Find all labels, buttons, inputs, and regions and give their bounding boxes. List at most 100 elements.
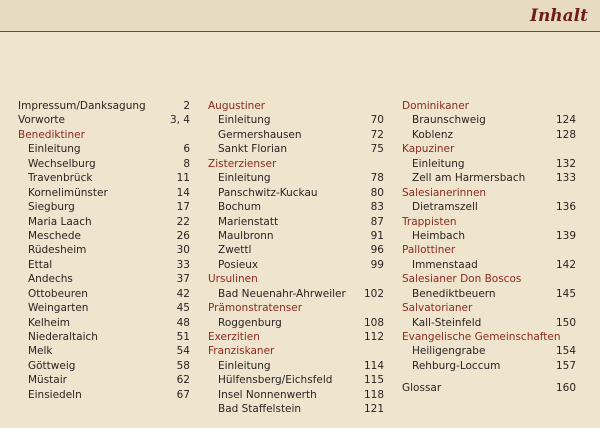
toc-entry: Hülfensberg/Eichsfeld 115 — [208, 373, 384, 387]
toc-column-3: Dominikaner Braunschweig 124 Koblenz 128 Kapu… — [402, 99, 576, 396]
toc-page-number: 150 — [555, 316, 576, 329]
toc-entry-title: Exerzitien — [208, 331, 260, 343]
toc-entry: Ettal 33 — [18, 258, 190, 272]
toc-entry: Zell am Harmersbach 133 — [402, 171, 576, 185]
toc-entry-title: Andechs — [28, 273, 73, 286]
toc-page-number: 33 — [176, 258, 190, 271]
toc-page-number: 142 — [555, 258, 576, 271]
toc-entry-title: Einleitung — [218, 172, 271, 185]
toc-entry: Einleitung 70 — [208, 113, 384, 127]
toc-page-number: 96 — [370, 244, 384, 257]
toc-page-number: 91 — [370, 229, 384, 242]
toc-page-number: 51 — [176, 331, 190, 343]
toc-entry: Dietramszell 136 — [402, 200, 576, 214]
toc-page-number: 112 — [363, 331, 384, 343]
toc-entry: Einleitung 6 — [18, 142, 190, 156]
toc-section-heading: Zisterzienser — [208, 157, 384, 171]
toc-entry-title: Müstair — [28, 374, 67, 387]
toc-entry: Immenstaad 142 — [402, 258, 576, 272]
toc-entry-title: Salvatorianer — [402, 302, 473, 315]
toc-entry-title: Ottobeuren — [28, 287, 88, 300]
toc-page-number: 133 — [555, 172, 576, 185]
toc-entry: Müstair 62 — [18, 373, 190, 387]
toc-entry-title: Zisterzienser — [208, 157, 277, 170]
toc-page-number: 128 — [555, 128, 576, 141]
toc-section-heading: Franziskaner — [208, 344, 384, 358]
toc-entry-title: Rüdesheim — [28, 244, 87, 257]
toc-page-number: 83 — [370, 201, 384, 214]
toc-page-number: 115 — [363, 374, 384, 387]
toc-entry-title: Immenstaad — [412, 258, 478, 271]
toc-page-number: 62 — [176, 374, 190, 387]
toc-page-number: 118 — [363, 388, 384, 401]
toc-entry: Insel Nonnenwerth 118 — [208, 388, 384, 402]
toc-section-heading: Dominikaner — [402, 99, 576, 113]
toc-section-heading: Prämonstratenser — [208, 301, 384, 315]
toc-entry: Vorworte 3, 4 — [18, 113, 190, 127]
toc-page-number: 114 — [363, 359, 384, 372]
toc-entry-title: Einleitung — [218, 359, 271, 372]
toc-entry-title: Hülfensberg/Eichsfeld — [218, 374, 333, 387]
toc-entry-title: Sankt Florian — [218, 143, 287, 156]
toc-page-number: 132 — [555, 157, 576, 170]
toc-entry: Heiligengrabe 154 — [402, 344, 576, 358]
toc-entry: Einleitung 78 — [208, 171, 384, 185]
toc-entry: Marienstatt 87 — [208, 215, 384, 229]
toc-entry-title: Melk — [28, 345, 53, 358]
toc-page-number: 75 — [370, 143, 384, 156]
toc-section-heading: Pallottiner — [402, 243, 576, 257]
page-title: Inhalt — [530, 6, 588, 26]
toc-page-number: 99 — [370, 258, 384, 271]
toc-entry-title: Bochum — [218, 201, 261, 214]
toc-entry-title: Kelheim — [28, 316, 70, 329]
toc-entry-title: Weingarten — [28, 302, 89, 315]
toc-page-number: 70 — [370, 114, 384, 127]
toc-section-heading: Kapuziner — [402, 142, 576, 156]
toc-entry-title: Dominikaner — [402, 100, 469, 112]
toc-page-number: 42 — [176, 287, 190, 300]
toc-entry-title: Siegburg — [28, 201, 75, 214]
header-band — [0, 0, 600, 31]
toc-page-number: 102 — [363, 287, 384, 300]
toc-page-number: 58 — [176, 359, 190, 372]
toc-entry: Bochum 83 — [208, 200, 384, 214]
toc-entry-title: Germershausen — [218, 128, 302, 141]
toc-column-2: Augustiner Einleitung 70 Germershausen 72 San… — [208, 99, 384, 417]
toc-entry-title: Heimbach — [412, 229, 466, 242]
toc-entry: Weingarten 45 — [18, 301, 190, 315]
toc-entry-title: Dietramszell — [412, 201, 478, 214]
toc-entry: Koblenz 128 — [402, 128, 576, 142]
toc-entry-title: Salesianer Don Boscos — [402, 273, 522, 286]
toc-page-number: 160 — [555, 382, 576, 395]
toc-entry: Siegburg 17 — [18, 200, 190, 214]
toc-entry-title: Bad Neuenahr-Ahrweiler — [218, 287, 346, 300]
toc-entry-title: Trappisten — [402, 215, 457, 228]
toc-entry-title: Göttweig — [28, 359, 76, 372]
toc-page-number: 48 — [176, 316, 190, 329]
toc-entry: Travenbrück 11 — [18, 171, 190, 185]
toc-entry-title: Heiligengrabe — [412, 345, 486, 358]
toc-entry-title: Pallottiner — [402, 244, 456, 257]
toc-page-number: 54 — [176, 345, 190, 358]
toc-entry-title: Einleitung — [28, 143, 81, 156]
toc-entry-title: Koblenz — [412, 128, 453, 141]
toc-page-number: 30 — [176, 244, 190, 257]
toc-page-number: 124 — [555, 114, 576, 127]
toc-entry-title: Einsiedeln — [28, 388, 82, 401]
toc-entry-title: Braunschweig — [412, 114, 486, 127]
toc-entry: Einsiedeln 67 — [18, 388, 190, 402]
toc-page-number: 6 — [183, 143, 190, 156]
toc-page-number: 14 — [176, 186, 190, 199]
toc-entry-title: Niederaltaich — [28, 331, 98, 343]
toc-entry-title: Benediktbeuern — [412, 287, 496, 300]
toc-section-heading: Salvatorianer — [402, 301, 576, 315]
toc-page-number: 17 — [176, 201, 190, 214]
toc-entry-title: Panschwitz-Kuckau — [218, 186, 318, 199]
toc-page-number: 3, 4 — [169, 114, 190, 127]
toc-entry-title: Einleitung — [412, 157, 465, 170]
toc-entry: Zwettl 96 — [208, 243, 384, 257]
toc-page-number: 37 — [176, 273, 190, 286]
toc-page-number: 80 — [370, 186, 384, 199]
toc-entry-title: Posieux — [218, 258, 259, 271]
toc-column-1: Impressum/Danksagung 2 Vorworte 3, 4 Benedik… — [18, 99, 190, 402]
